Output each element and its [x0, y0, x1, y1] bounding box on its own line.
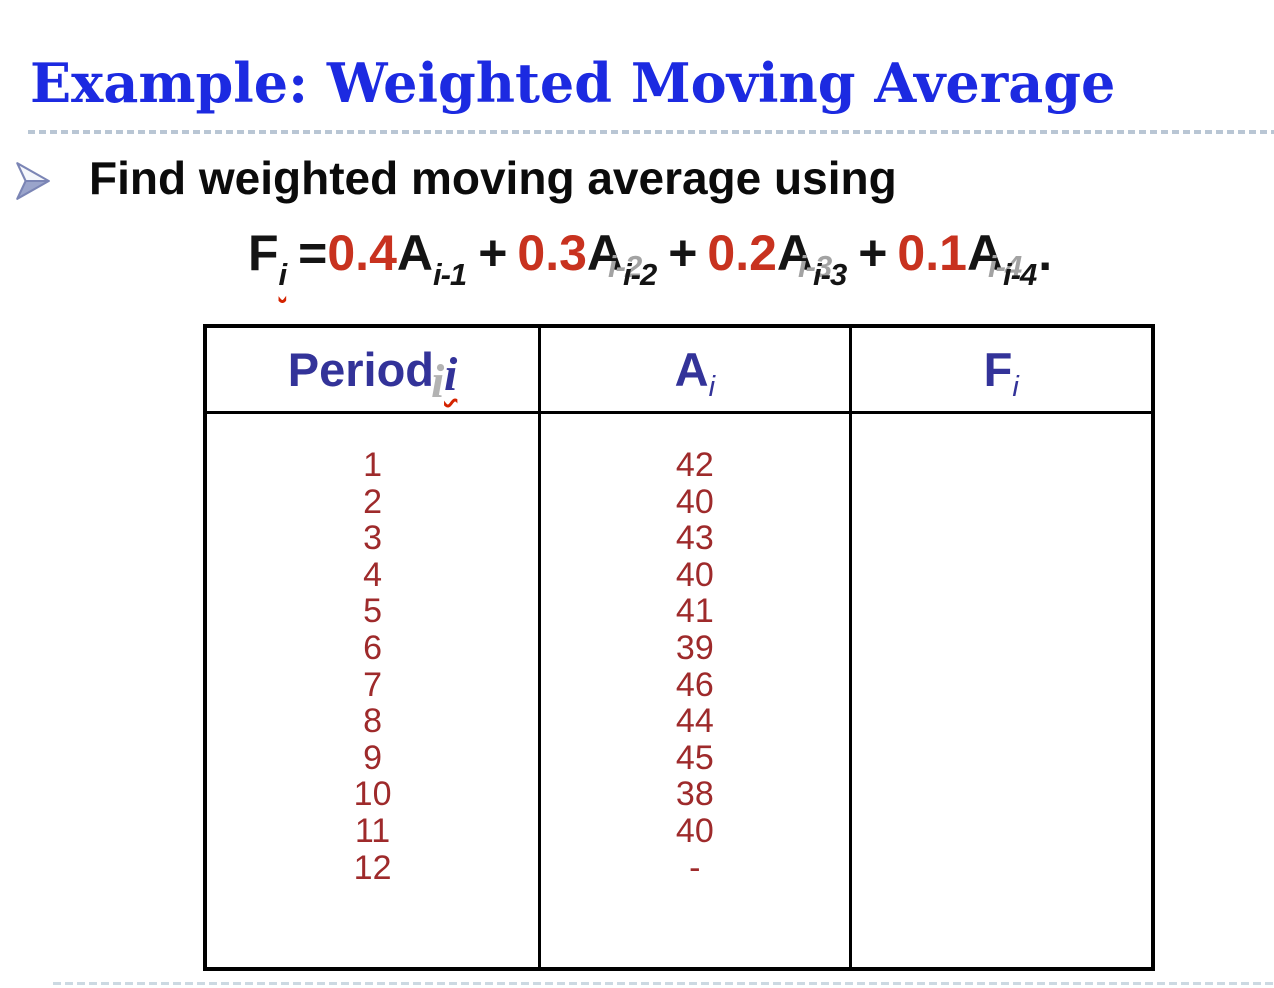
ghost-subscript: i — [431, 354, 445, 408]
actual-symbol: A — [776, 225, 814, 281]
formula-lhs: F — [248, 225, 279, 281]
term-subscript: i-3 — [813, 257, 847, 292]
formula-lhs-subscript: i — [278, 257, 288, 292]
equals-sign: = — [298, 225, 328, 281]
header-subscript-wrap: i — [709, 352, 715, 407]
actual-symbol: A — [586, 225, 624, 281]
slide-title: Example: Weighted Moving Average — [30, 51, 1116, 115]
term-subscript: i-2 — [623, 257, 657, 292]
title-divider-dashed-line — [28, 130, 1274, 134]
actual-symbol: A — [966, 225, 1004, 281]
bullet-text: Find weighted moving average using — [89, 152, 897, 204]
term-subscript-wrap: i-1 — [433, 239, 467, 297]
weight-coefficient: 0.1 — [897, 225, 967, 281]
formula-line: Fi =0.4Ai-1 +0.3A i-2 i-2 +0.2A i-3 i-3 +0.1A i-4… — [248, 224, 1052, 304]
header-subscript: i — [1012, 371, 1019, 403]
header-label: F — [983, 343, 1013, 396]
forecast-column-values — [852, 414, 1151, 967]
formula-lhs-subscript-wrap: i — [278, 239, 288, 297]
term-subscript: i-4 — [1003, 257, 1037, 292]
ghost-subscript: i-4 — [988, 249, 1022, 284]
weight-coefficient: 0.4 — [327, 225, 397, 281]
weight-coefficient: 0.2 — [707, 225, 777, 281]
plus-sign: + — [858, 225, 888, 281]
actual-column-values: 42 40 43 40 41 39 46 44 45 38 40 - — [541, 414, 852, 967]
ghost-subscript: i-2 — [608, 249, 642, 284]
actual-symbol: A — [396, 225, 433, 281]
header-index: i — [444, 347, 458, 401]
weight-coefficient: 0.3 — [517, 225, 587, 281]
plus-sign: + — [668, 225, 698, 281]
term-subscript-wrap: i-3 i-3 — [798, 239, 847, 297]
formula-terminator: . — [1038, 225, 1053, 281]
term-subscript-wrap: i-4 i-4 — [988, 239, 1037, 297]
period-column-values: 1 2 3 4 5 6 7 8 9 10 11 12 — [207, 414, 542, 967]
footer-dashed-line — [53, 982, 1274, 985]
plus-sign: + — [478, 225, 508, 281]
header-subscript-wrap: i — [1012, 352, 1018, 407]
table-header-period: Period i i — [207, 328, 542, 414]
ghost-subscript: i-3 — [798, 249, 832, 284]
term-subscript-wrap: i-2 i-2 — [608, 239, 657, 297]
header-label: Period — [287, 343, 435, 396]
header-label: A — [674, 343, 709, 396]
term-subscript: i-1 — [433, 257, 467, 292]
header-subscript: i — [708, 371, 716, 403]
bullet-arrowhead-icon — [16, 162, 50, 200]
